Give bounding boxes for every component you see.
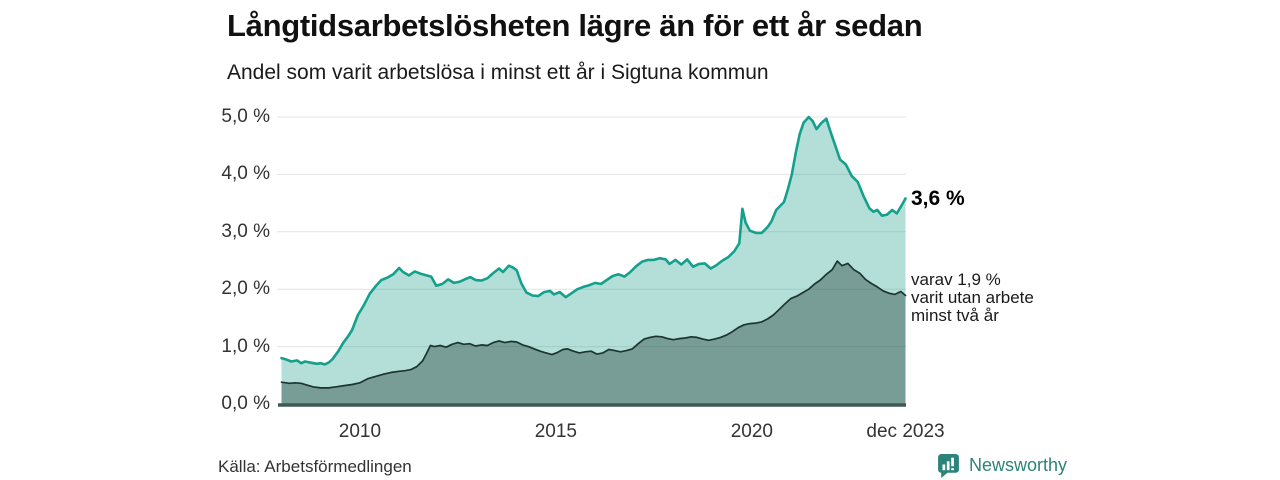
y-tick-label: 2,0 %	[221, 278, 270, 300]
page-title: Långtidsarbetslösheten lägre än för ett …	[227, 8, 923, 43]
brand-logo: Newsworthy	[936, 452, 1067, 478]
y-tick-label: 0,0 %	[221, 393, 270, 414]
latest-value-total-label: 3,6 %	[911, 187, 965, 210]
brand-name: Newsworthy	[969, 454, 1068, 475]
line-series-0	[280, 115, 907, 366]
y-tick-label: 4,0 %	[221, 163, 270, 185]
newsworthy-bubble-chart-icon	[938, 453, 959, 478]
x-tick-label: dec 2023	[866, 421, 945, 442]
area-series-1	[281, 261, 906, 404]
latest-value-two-year-label: varav 1,9 % varit utan arbete minst två …	[911, 270, 1034, 325]
y-tick-label: 3,0 %	[221, 220, 270, 242]
x-tick-label: 2020	[730, 421, 773, 442]
chart-subtitle: Andel som varit arbetslösa i minst ett å…	[227, 61, 769, 84]
source-credit: Källa: Arbetsförmedlingen	[218, 457, 412, 476]
y-tick-label: 5,0 %	[221, 106, 270, 127]
x-tick-label: 2010	[338, 421, 382, 442]
y-tick-label: 1,0 %	[221, 335, 270, 357]
line-series-1	[280, 260, 907, 389]
x-tick-label: 2015	[534, 421, 577, 442]
area-series-0	[281, 117, 906, 404]
